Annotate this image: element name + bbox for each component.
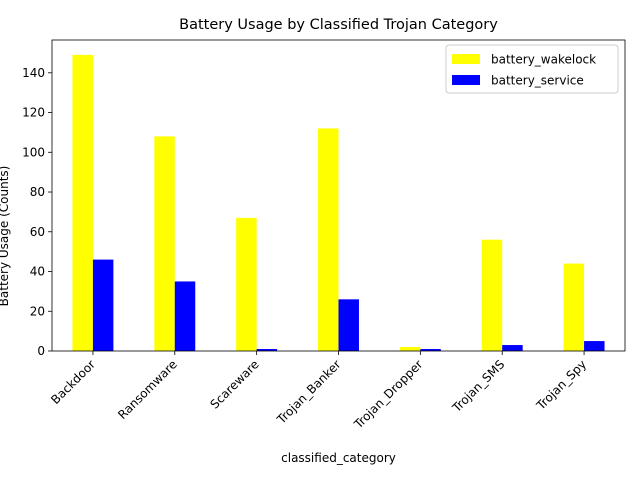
bar-battery_wakelock-Trojan_SMS — [481, 239, 503, 351]
x-tick-label: Trojan_Banker — [274, 357, 344, 427]
y-axis-label: Battery Usage (Counts) — [0, 166, 11, 307]
legend-box — [445, 44, 619, 94]
x-tick-label: Trojan_Spy — [533, 357, 589, 413]
legend-swatch-battery_wakelock — [452, 54, 480, 64]
bar-battery_service-Backdoor — [92, 259, 114, 351]
x-axis: Backdoor Ransomware Scareware Trojan_Banker… — [48, 351, 589, 432]
y-tick-label: 40 — [30, 265, 45, 279]
x-tick-label: Backdoor — [48, 357, 98, 407]
bar-battery_wakelock-Scareware — [236, 217, 257, 351]
legend: battery_wakelock battery_service — [445, 44, 619, 94]
bar-battery_wakelock-Backdoor — [72, 54, 93, 352]
legend-label-battery_service: battery_service — [491, 74, 584, 88]
bar-battery_service-Trojan_Dropper — [420, 349, 441, 351]
y-tick-label: 0 — [37, 344, 45, 358]
x-tick-label: Trojan_SMS — [449, 357, 507, 415]
y-tick-label: 80 — [30, 185, 45, 199]
bar-battery_service-Trojan_Banker — [338, 299, 359, 351]
x-axis-label: classified_category — [281, 451, 396, 465]
bars-group — [72, 54, 605, 352]
bar-battery_service-Trojan_SMS — [502, 345, 523, 351]
y-tick-label: 140 — [22, 66, 45, 80]
plot-frame — [51, 39, 626, 352]
x-tick-label: Ransomware — [115, 357, 180, 422]
y-tick-label: 20 — [30, 304, 45, 318]
x-tick-label: Scareware — [207, 357, 261, 411]
bar-battery_wakelock-Ransomware — [154, 136, 175, 351]
bar-battery_wakelock-Trojan_Banker — [318, 128, 339, 351]
y-tick-label: 60 — [30, 225, 45, 239]
legend-swatch-battery_service — [452, 75, 480, 85]
x-tick-label: Trojan_Dropper — [351, 357, 426, 432]
y-axis: 0 20 40 60 80 100 120 140 — [22, 66, 52, 358]
chart-title: Battery Usage by Classified Trojan Categ… — [179, 17, 498, 33]
bar-battery_service-Ransomware — [174, 281, 196, 351]
y-tick-label: 120 — [22, 106, 45, 120]
bar-battery_service-Trojan_Spy — [584, 341, 605, 351]
bar-battery_wakelock-Trojan_Dropper — [399, 347, 421, 351]
bar-battery_wakelock-Trojan_Spy — [563, 263, 585, 351]
bar-battery_service-Scareware — [256, 349, 278, 351]
legend-label-battery_wakelock: battery_wakelock — [491, 53, 596, 67]
y-tick-label: 100 — [22, 145, 45, 159]
